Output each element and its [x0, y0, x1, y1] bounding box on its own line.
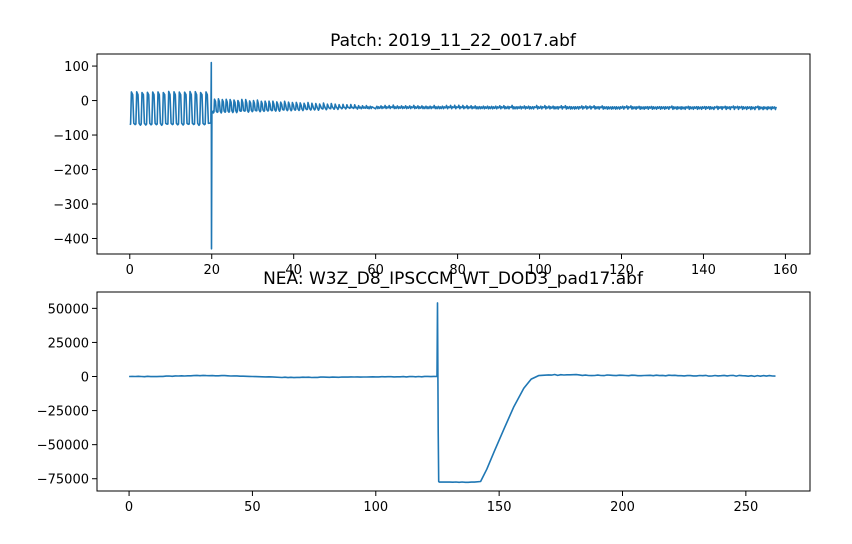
bottom-chart-x-tick-label: 150 — [487, 500, 512, 515]
bottom-chart-series-line — [129, 302, 776, 484]
bottom-chart-y-tick-label: −75000 — [37, 473, 89, 488]
top-chart: Patch: 2019_11_22_0017.abf 0 20 40 60 80 100 1… — [53, 31, 811, 278]
top-chart-x-tick-label: 80 — [449, 263, 466, 278]
bottom-chart-x-tick-label: 50 — [244, 500, 261, 515]
bottom-chart: NEA: W3Z_D8_IPSCCM_WT_DOD3_pad17.abf 0 50… — [37, 269, 811, 515]
bottom-chart-x-tick-label: 0 — [125, 500, 133, 515]
top-chart-y-tick-label: −400 — [53, 232, 89, 247]
top-chart-x-tick-label: 0 — [126, 263, 134, 278]
bottom-chart-y-tick-label: 50000 — [48, 302, 89, 317]
bottom-chart-x-axis: 0 50 100 150 200 250 — [125, 491, 758, 515]
bottom-chart-plot-area — [129, 302, 776, 484]
bottom-chart-frame — [96, 291, 811, 492]
top-chart-y-tick-label: −100 — [53, 129, 89, 144]
top-chart-y-tick-label: −200 — [53, 164, 89, 179]
top-chart-x-tick-label: 160 — [773, 263, 798, 278]
top-chart-title: Patch: 2019_11_22_0017.abf — [330, 31, 577, 51]
top-chart-frame — [96, 53, 811, 255]
bottom-chart-x-tick-label: 100 — [363, 500, 388, 515]
bottom-chart-y-tick-label: 0 — [81, 371, 89, 386]
bottom-chart-title: NEA: W3Z_D8_IPSCCM_WT_DOD3_pad17.abf — [263, 269, 644, 289]
top-chart-plot-area — [129, 61, 777, 250]
bottom-chart-y-axis: 50000 25000 0 −25000 −50000 −75000 — [37, 302, 97, 488]
top-chart-x-tick-label: 40 — [285, 263, 302, 278]
top-chart-series-line — [129, 61, 777, 250]
top-chart-x-tick-label: 20 — [203, 263, 220, 278]
bottom-chart-y-tick-label: −50000 — [37, 439, 89, 454]
bottom-chart-y-tick-label: 25000 — [48, 336, 89, 351]
top-chart-y-axis: 100 0 −100 −200 −300 −400 — [53, 60, 97, 247]
bottom-chart-x-tick-label: 200 — [610, 500, 635, 515]
top-chart-x-tick-label: 100 — [527, 263, 552, 278]
top-chart-x-tick-label: 60 — [367, 263, 384, 278]
top-chart-x-tick-label: 140 — [691, 263, 716, 278]
top-chart-y-tick-label: −300 — [53, 198, 89, 213]
bottom-chart-y-tick-label: −25000 — [37, 405, 89, 420]
top-chart-y-tick-label: 100 — [64, 60, 89, 75]
top-chart-x-tick-label: 120 — [609, 263, 634, 278]
bottom-chart-x-tick-label: 250 — [733, 500, 758, 515]
top-chart-x-axis: 0 20 40 60 80 100 120 140 160 — [126, 254, 798, 278]
top-chart-y-tick-label: 0 — [81, 95, 89, 110]
